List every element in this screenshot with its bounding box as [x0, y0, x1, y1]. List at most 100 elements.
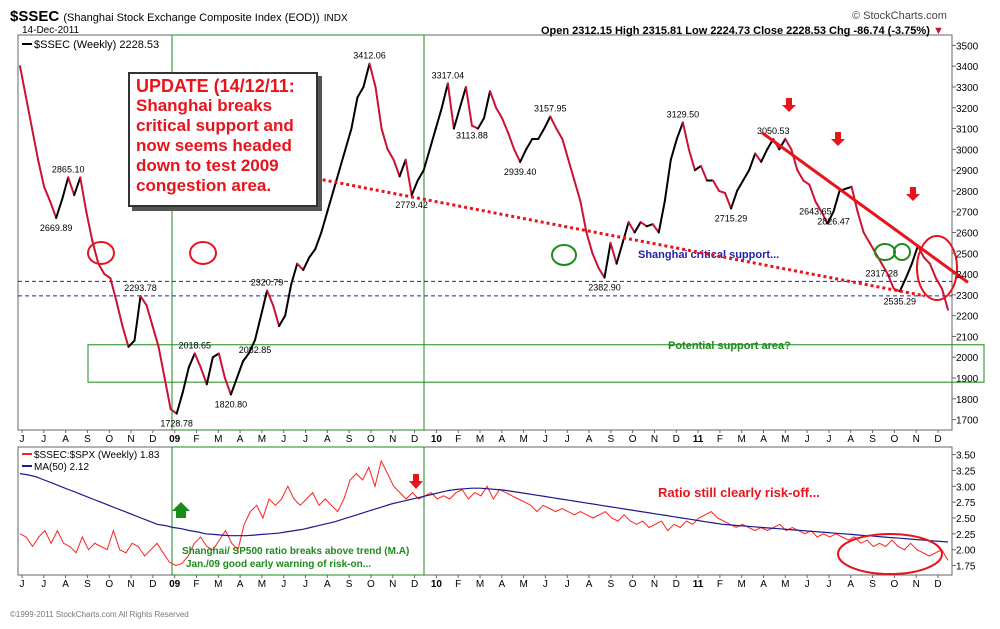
x-tick-label: S [346, 434, 353, 445]
price-segment [61, 176, 70, 201]
x-tick-label: A [586, 579, 593, 590]
price-segment [223, 377, 232, 396]
price-segment [940, 287, 949, 311]
price-segment [525, 137, 534, 151]
x-tick-label: M [258, 579, 266, 590]
price-label: 3113.88 [456, 131, 488, 141]
price-label: 1728.78 [160, 419, 193, 429]
x-tick-label: O [367, 434, 375, 445]
price-segment [103, 273, 112, 280]
price-segment [85, 210, 94, 242]
price-segment [790, 148, 799, 172]
price-segment [374, 85, 383, 130]
y-tick-label: 3.00 [956, 482, 976, 493]
price-segment [434, 106, 443, 130]
price-segment [730, 189, 739, 210]
x-tick-label: J [543, 434, 548, 445]
x-tick-label: J [303, 579, 308, 590]
price-segment [350, 96, 359, 130]
y-tick-label: 3.25 [956, 466, 976, 477]
x-tick-label: A [62, 434, 69, 445]
price-segment [814, 200, 823, 213]
y-tick-label: 3200 [956, 104, 979, 115]
price-segment [573, 179, 582, 203]
price-segment [856, 210, 865, 234]
copyright: ©1999-2011 StockCharts.com All Rights Re… [10, 610, 189, 619]
price-segment [501, 117, 510, 134]
price-segment [603, 241, 612, 279]
x-tick-label: M [258, 434, 266, 445]
price-label: 3412.06 [353, 51, 386, 61]
price-label: 2826.47 [817, 217, 850, 227]
price-segment [693, 164, 702, 172]
price-segment [428, 127, 437, 151]
price-label: 2669.89 [40, 223, 73, 233]
price-segment [181, 366, 190, 394]
price-label: 2715.29 [715, 214, 748, 224]
price-segment [687, 148, 696, 172]
x-tick-label: 11 [693, 579, 704, 590]
price-segment [910, 244, 919, 265]
x-tick-label: 09 [169, 434, 181, 445]
price-label: 2939.40 [504, 167, 537, 177]
price-label: 2779.42 [395, 200, 428, 210]
price-segment [802, 179, 811, 186]
y-tick-label: 3300 [956, 83, 979, 94]
y-tick-label: 2900 [956, 166, 979, 177]
price-segment [398, 158, 407, 178]
x-tick-label: A [847, 579, 854, 590]
highlight-circle [837, 533, 943, 575]
x-tick-label: J [565, 579, 570, 590]
y-tick-label: 2600 [956, 229, 979, 240]
x-tick-label: J [41, 579, 46, 590]
exchange: INDX [323, 13, 348, 24]
y-tick-label: 2100 [956, 332, 979, 343]
x-tick-label: A [237, 579, 244, 590]
price-segment [247, 339, 257, 355]
price-segment [458, 85, 467, 109]
x-tick-label: J [281, 434, 286, 445]
price-label: 2082.85 [239, 345, 272, 355]
x-tick-label: O [890, 579, 898, 590]
x-tick-label: N [651, 579, 658, 590]
x-tick-label: J [826, 579, 831, 590]
price-segment [241, 352, 250, 363]
price-segment [37, 158, 46, 188]
price-segment [332, 169, 341, 192]
price-segment [272, 304, 281, 328]
brand-logo[interactable]: © StockCharts.com [852, 10, 947, 22]
price-segment [470, 124, 479, 130]
price-segment [163, 377, 172, 411]
price-segment [356, 85, 365, 99]
price-segment [115, 300, 124, 328]
price-segment [380, 127, 389, 151]
ohlc-readout: Open 2312.15 High 2315.81 Low 2224.73 Cl… [541, 25, 944, 37]
x-tick-label: A [847, 434, 854, 445]
legend-ratio: $SSEC:$SPX (Weekly) 1.83 [34, 450, 160, 461]
x-tick-label: D [934, 434, 941, 445]
price-segment [254, 314, 263, 342]
up-arrow-icon [172, 502, 190, 518]
price-segment [579, 200, 588, 234]
x-tick-label: D [673, 434, 680, 445]
x-tick-label: J [543, 579, 548, 590]
highlight-circle [874, 243, 896, 261]
callout-line-5: down to test 2009 [136, 156, 279, 175]
y-tick-label: 1900 [956, 374, 979, 385]
highlight-circle [87, 241, 115, 265]
x-tick-label: F [455, 434, 461, 445]
highlight-circle [916, 235, 958, 301]
price-segment [157, 345, 166, 380]
x-tick-label: A [324, 434, 331, 445]
x-tick-label: J [805, 579, 810, 590]
ohlc-values: Open 2312.15 High 2315.81 Low 2224.73 Cl… [541, 25, 930, 37]
price-segment [127, 339, 136, 348]
callout-line-3: critical support and [136, 116, 294, 135]
price-segment [121, 325, 130, 348]
x-tick-label: M [738, 579, 746, 590]
price-segment [133, 295, 142, 342]
price-segment [139, 295, 148, 307]
price-segment [537, 127, 546, 140]
price-label: 2018.65 [178, 340, 211, 350]
x-tick-label: D [934, 579, 941, 590]
